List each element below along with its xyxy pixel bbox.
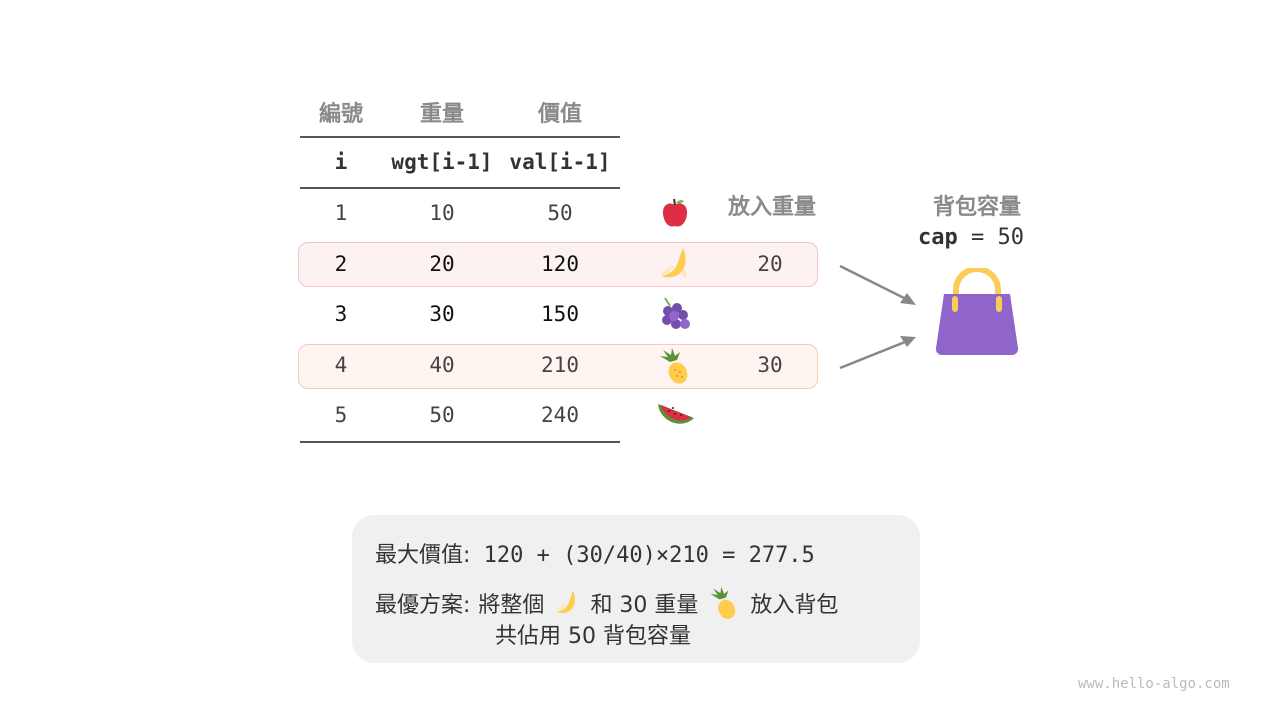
cell-wgt: 40: [429, 353, 455, 377]
cell-val: 120: [541, 252, 579, 276]
cell-val: 150: [541, 302, 579, 326]
divider: [300, 136, 620, 138]
pineapple-icon: [660, 348, 688, 384]
plan-part2: 和 30 重量: [590, 593, 699, 618]
cell-wgt: 50: [429, 403, 455, 427]
bag-icon: [935, 268, 1019, 356]
divider: [300, 187, 620, 189]
subheader-wgt: wgt[i-1]: [391, 150, 493, 174]
plan-part3: 放入背包: [750, 593, 839, 618]
header-id: 編號: [318, 102, 363, 127]
header-weight: 重量: [419, 102, 464, 127]
cell-i: 4: [334, 353, 348, 377]
cell-i: 2: [334, 252, 348, 276]
max-value-line: 最大價值: 120 + (30/40)×210 = 277.5: [375, 537, 815, 569]
plan-label: 最優方案:: [375, 593, 471, 618]
plan-part1: 將整個: [478, 593, 545, 618]
max-value-label: 最大價值:: [375, 543, 471, 568]
arrow-banana: [839, 264, 911, 303]
arrows: [839, 264, 916, 370]
summary-box: [352, 515, 920, 663]
divider: [300, 441, 620, 443]
arrow-pineapple: [839, 338, 911, 370]
cell-val: 50: [547, 201, 573, 225]
banana-icon: [556, 591, 576, 613]
cell-i: 3: [334, 302, 348, 326]
plan-line: 最優方案: 將整個 和 30 重量 放入背包: [375, 583, 838, 623]
cell-wgt: 20: [429, 252, 455, 276]
subheader-val: val[i-1]: [509, 150, 611, 174]
knapsack-capacity: cap = 50: [918, 225, 1024, 250]
header-value: 價值: [537, 102, 582, 127]
cap-label: cap: [918, 225, 958, 250]
row-highlight-2: [298, 242, 818, 287]
max-value-formula: 120 + (30/40)×210 = 277.5: [483, 543, 815, 568]
cell-taken-weight: 20: [757, 252, 783, 276]
cell-taken-weight: 30: [757, 353, 783, 377]
cell-val: 210: [541, 353, 579, 377]
header-taken-weight: 放入重量: [727, 195, 816, 220]
cell-i: 5: [334, 403, 348, 427]
watermark: www.hello-algo.com: [1078, 676, 1230, 692]
pineapple-icon: [710, 586, 736, 619]
watermelon-icon: [658, 404, 694, 424]
cell-wgt: 10: [429, 201, 455, 225]
knapsack-title: 背包容量: [932, 195, 1021, 220]
banana-icon: [661, 248, 687, 279]
cell-i: 1: [334, 201, 348, 225]
cap-value: = 50: [971, 225, 1024, 250]
apple-icon: [662, 198, 688, 227]
cell-val: 240: [541, 403, 579, 427]
subheader-i: i: [334, 150, 348, 174]
row-highlight-4: [298, 344, 818, 389]
cell-wgt: 30: [429, 302, 455, 326]
plan-line2: 共佔用 50 背包容量: [495, 624, 691, 649]
grapes-icon: [662, 297, 690, 329]
